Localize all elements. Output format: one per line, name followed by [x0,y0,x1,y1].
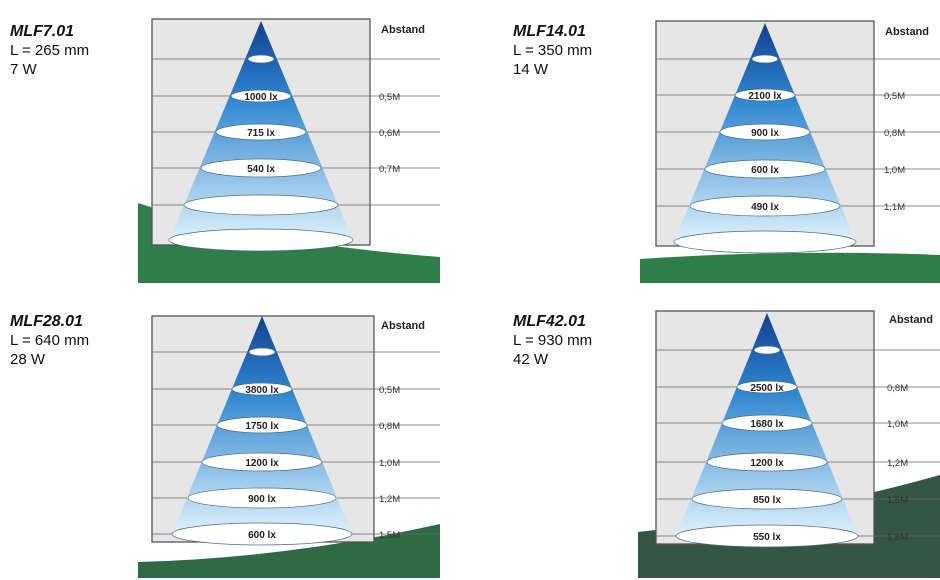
length-spec: L = 930 mm [513,332,593,349]
distance-label: 0,6M [379,128,400,139]
lux-label: 3800 lx [245,385,279,396]
light-cone-diagram-mlf14: 2100 lx 900 lx 600 lx 490 lx Abstand 0,5… [640,20,940,283]
beam-ellipse [247,54,275,64]
lux-label: 1750 lx [245,421,279,432]
beam-ellipse [201,452,323,472]
lux-label: 2100 lx [748,91,782,102]
beam-ellipse [675,524,859,548]
model-name: MLF14.01 [513,23,586,40]
lux-label: 715 lx [247,128,275,139]
power-spec: 7 W [10,61,37,78]
length-spec: L = 640 mm [10,332,90,349]
beam-ellipse [168,228,354,252]
beam-ellipse [200,158,322,178]
distance-label: 0,5M [379,92,400,103]
distance-label: 1,2M [379,494,400,505]
beam-ellipse [719,123,811,141]
distance-label: 1,1M [884,202,905,213]
beam-ellipse [171,522,353,546]
distance-label: 0,8M [884,128,905,139]
beam-ellipse [721,414,813,432]
lux-label: 600 lx [751,165,779,176]
beam-ellipse [248,347,276,357]
length-spec: L = 265 mm [10,42,90,59]
beam-ellipse [691,488,843,510]
lux-label: 850 lx [753,495,781,506]
distance-label: 0,5M [884,91,905,102]
beam-ellipse [751,54,779,64]
distance-header: Abstand [885,26,929,38]
beam-ellipse [216,416,308,434]
beam-ellipse [734,88,796,102]
beam-ellipse [736,380,798,394]
power-spec: 42 W [513,351,549,368]
light-cone-diagram-mlf28: 3800 lx 1750 lx 1200 lx 900 lx 600 lx Ab… [138,315,440,578]
distance-label: 1,5M [887,495,908,506]
distance-label: 0,8M [379,421,400,432]
distance-header: Abstand [381,24,425,36]
distance-label: 0,7M [379,164,400,175]
lux-label: 1200 lx [245,458,279,469]
lux-label: 900 lx [751,128,779,139]
lux-label: 540 lx [247,164,275,175]
lux-label: 1000 lx [244,92,278,103]
lux-label: 2500 lx [750,383,784,394]
beam-ellipse [215,123,307,141]
beam-ellipse [231,382,293,396]
beam-ellipse [689,195,841,217]
distance-label: 1,2M [887,458,908,469]
lux-label: 900 lx [248,494,276,505]
model-name: MLF28.01 [10,313,83,330]
lux-label: 600 lx [248,530,276,541]
power-spec: 28 W [10,351,46,368]
distance-label: 1,8M [887,532,908,543]
beam-ellipse [706,452,828,472]
beam-ellipse [183,194,339,216]
spec-block-mlf7: MLF7.01 L = 265 mm 7 W [10,22,89,79]
beam-ellipse [673,230,857,254]
floor-surface [138,524,440,578]
lux-label: 550 lx [753,532,781,543]
beam-ellipse [753,345,781,355]
length-spec: L = 350 mm [513,42,593,59]
beam-ellipse [187,487,337,509]
distance-header: Abstand [889,314,933,326]
beam-ellipse [704,159,826,179]
lux-label: 1200 lx [750,458,784,469]
spec-block-mlf28: MLF28.01 L = 640 mm 28 W [10,312,89,369]
distance-label: 0,5M [379,385,400,396]
distance-label: 1,0M [887,419,908,430]
floor-surface [640,252,940,283]
light-cone-diagram-mlf7: 1000 lx 715 lx 540 lx Abstand 0,5M 0,6M … [138,18,440,283]
spec-block-mlf42: MLF42.01 L = 930 mm 42 W [513,312,592,369]
distance-header: Abstand [381,320,425,332]
lux-label: 1680 lx [750,419,784,430]
light-cone-diagram-mlf42: 2500 lx 1680 lx 1200 lx 850 lx 550 lx Ab… [638,310,940,578]
distance-label: 1,5M [379,530,400,541]
power-spec: 14 W [513,61,549,78]
spec-block-mlf14: MLF14.01 L = 350 mm 14 W [513,22,592,79]
distance-label: 0,8M [887,383,908,394]
model-name: MLF42.01 [513,313,586,330]
model-name: MLF7.01 [10,23,75,40]
lux-label: 490 lx [751,202,779,213]
beam-ellipse [230,89,292,103]
distance-label: 1,0M [379,458,400,469]
distance-label: 1,0M [884,165,905,176]
